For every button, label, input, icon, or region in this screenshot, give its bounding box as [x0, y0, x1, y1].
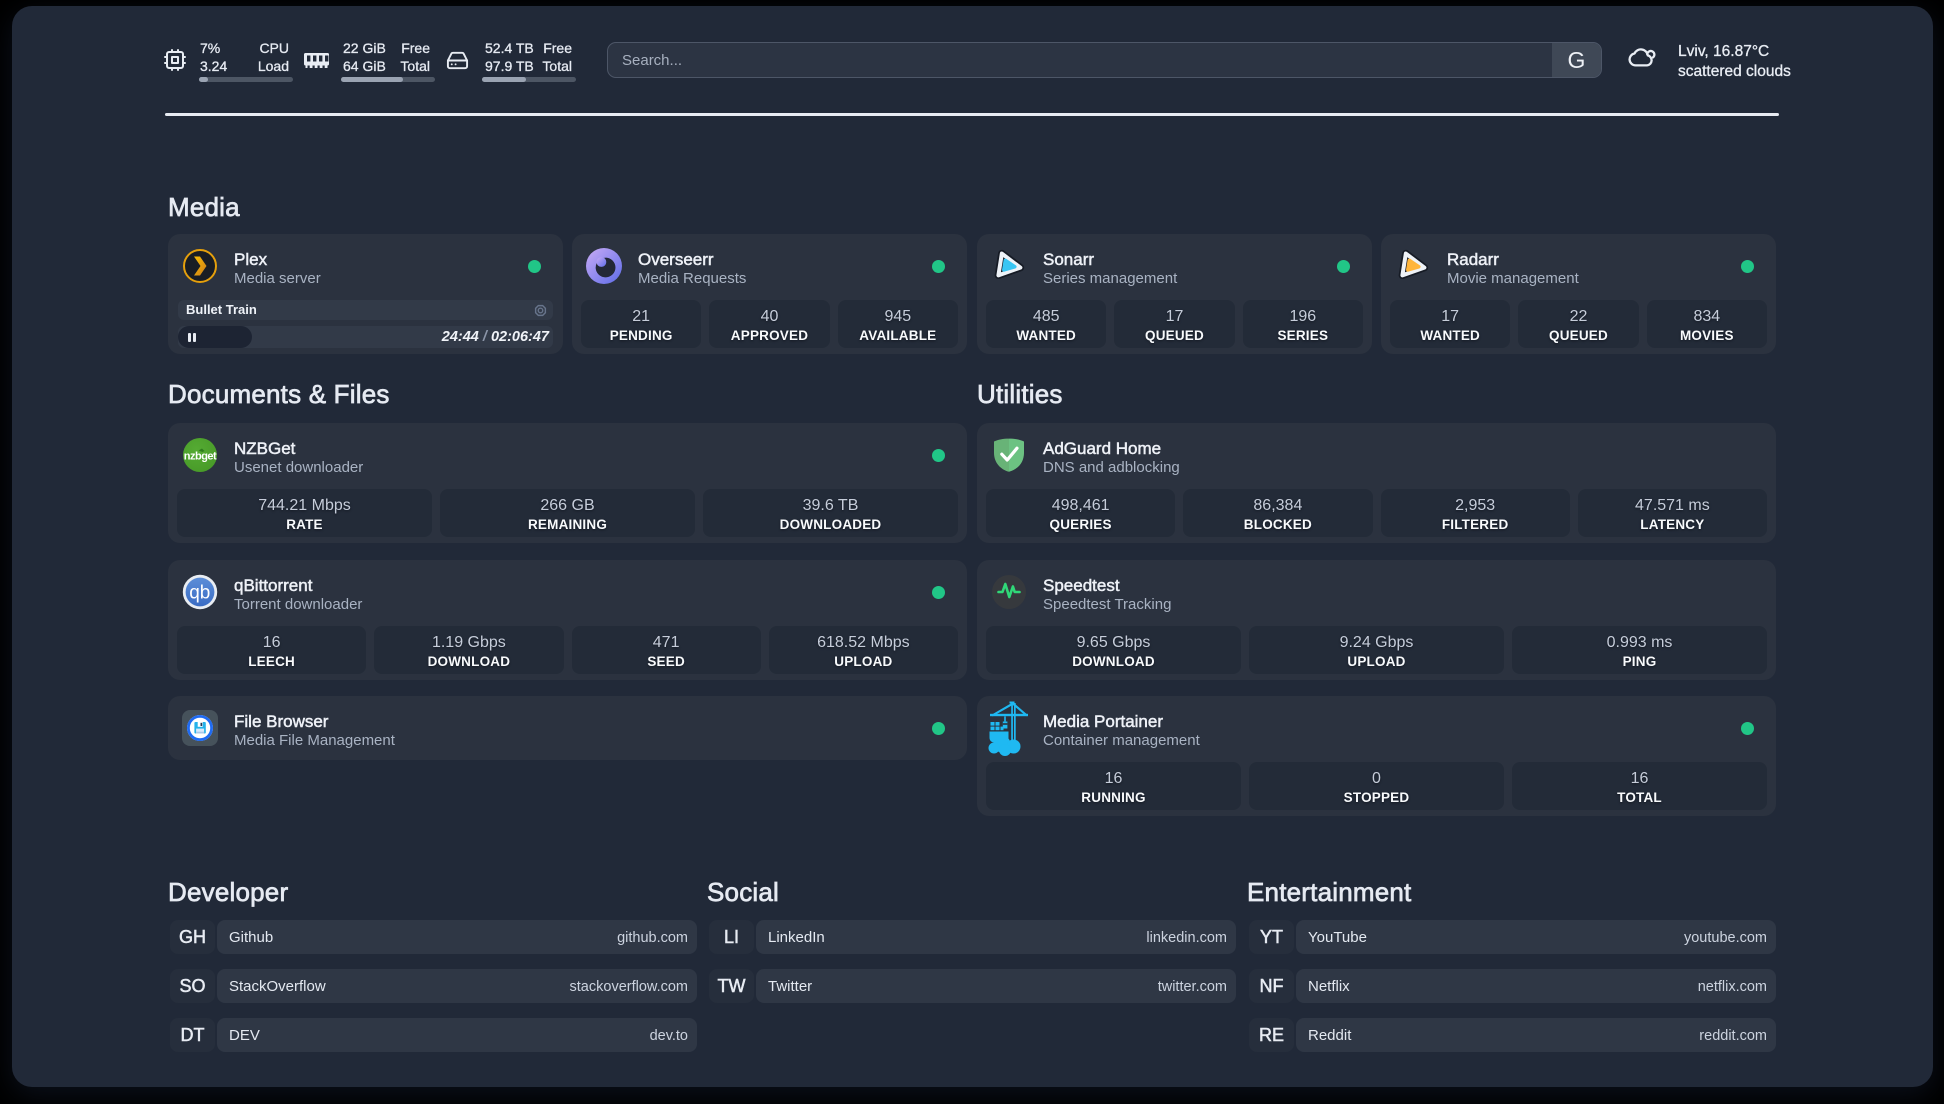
svg-text:nzbget: nzbget — [184, 451, 217, 463]
svg-text:qb: qb — [189, 583, 210, 604]
